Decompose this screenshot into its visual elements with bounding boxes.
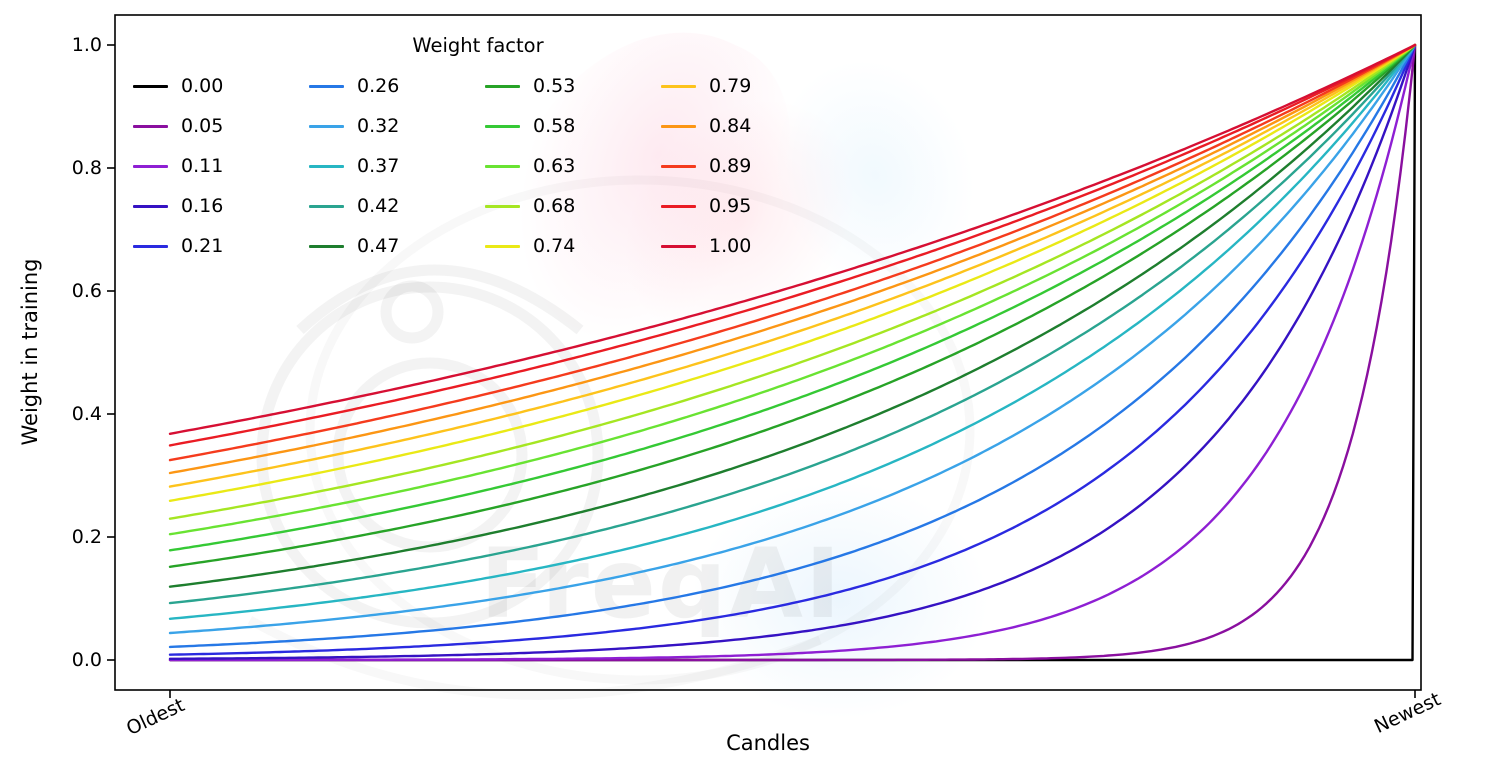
curve-factor-0.53 xyxy=(168,43,1417,568)
legend-item: 0.95 xyxy=(653,195,829,217)
legend-line-swatch xyxy=(661,164,696,168)
legend-item: 0.21 xyxy=(125,235,301,257)
curve-factor-1.00 xyxy=(168,43,1417,435)
legend-label: 0.95 xyxy=(709,195,752,217)
legend-line-swatch xyxy=(309,204,344,208)
legend-line-swatch xyxy=(485,164,520,168)
legend-line-swatch xyxy=(661,124,696,128)
legend-line-swatch xyxy=(309,244,344,248)
legend-line-swatch xyxy=(133,204,168,208)
legend-item: 0.32 xyxy=(301,115,477,137)
legend-line-swatch xyxy=(309,84,344,88)
legend-line-swatch xyxy=(661,244,696,248)
legend-label: 0.16 xyxy=(181,195,224,217)
curve-factor-0.16 xyxy=(168,43,1417,660)
legend-label: 0.26 xyxy=(357,75,400,97)
legend-item: 0.74 xyxy=(477,235,653,257)
curve-factor-0.84 xyxy=(168,43,1417,475)
legend-label: 0.68 xyxy=(533,195,576,217)
legend-label: 0.58 xyxy=(533,115,576,137)
curve-factor-0.21 xyxy=(168,43,1417,656)
y-tick-label: 0.6 xyxy=(71,280,102,302)
legend-item: 0.26 xyxy=(301,75,477,97)
curve-factor-0.63 xyxy=(168,43,1417,536)
legend-line-swatch xyxy=(133,84,168,88)
legend-label: 0.00 xyxy=(181,75,224,97)
legend-line-swatch xyxy=(661,84,696,88)
legend-item: 0.16 xyxy=(125,195,301,217)
y-tick-label: 0.0 xyxy=(71,649,102,671)
legend-item: 0.84 xyxy=(653,115,829,137)
legend-label: 0.79 xyxy=(709,75,752,97)
curve-factor-0.79 xyxy=(168,43,1417,488)
legend-label: 0.11 xyxy=(181,155,224,177)
legend-label: 0.47 xyxy=(357,235,400,257)
legend-item: 0.37 xyxy=(301,155,477,177)
curve-factor-0.89 xyxy=(168,43,1417,462)
y-tick-label: 0.2 xyxy=(71,526,102,548)
legend-line-swatch xyxy=(133,164,168,168)
legend-line-swatch xyxy=(133,244,168,248)
legend-label: 0.05 xyxy=(181,115,224,137)
legend-line-swatch xyxy=(133,124,168,128)
curve-factor-0.32 xyxy=(168,43,1417,635)
legend-item: 0.42 xyxy=(301,195,477,217)
legend-label: 1.00 xyxy=(709,235,752,257)
legend-item: 0.58 xyxy=(477,115,653,137)
legend-item: 0.89 xyxy=(653,155,829,177)
legend-label: 0.63 xyxy=(533,155,576,177)
legend-label: 0.74 xyxy=(533,235,576,257)
curve-factor-0.11 xyxy=(168,43,1417,662)
curve-factor-0.58 xyxy=(168,43,1417,552)
legend-grid: 0.00 0.05 0.11 0.16 0.21 0.26 0.32 0.37 0.42 0.47… xyxy=(125,66,831,266)
legend-item: 0.47 xyxy=(301,235,477,257)
legend: Weight factor 0.00 0.05 0.11 0.16 0.21 0.26 0.… xyxy=(125,34,831,266)
legend-title: Weight factor xyxy=(412,34,544,57)
legend-item: 0.00 xyxy=(125,75,301,97)
legend-label: 0.21 xyxy=(181,235,224,257)
legend-label: 0.89 xyxy=(709,155,752,177)
curve-factor-0.37 xyxy=(168,43,1417,620)
curve-factor-0.95 xyxy=(168,43,1417,447)
curve-factor-0.47 xyxy=(168,43,1417,588)
legend-label: 0.53 xyxy=(533,75,576,97)
legend-label: 0.42 xyxy=(357,195,400,217)
legend-item: 0.68 xyxy=(477,195,653,217)
legend-item: 0.63 xyxy=(477,155,653,177)
legend-item: 0.05 xyxy=(125,115,301,137)
curve-factor-0.26 xyxy=(168,43,1417,649)
legend-label: 0.84 xyxy=(709,115,752,137)
legend-item: 1.00 xyxy=(653,235,829,257)
legend-line-swatch xyxy=(485,204,520,208)
legend-item: 0.79 xyxy=(653,75,829,97)
legend-line-swatch xyxy=(485,244,520,248)
curve-factor-0.74 xyxy=(168,43,1417,502)
curve-factor-0.68 xyxy=(168,43,1417,520)
y-tick-label: 1.0 xyxy=(71,34,102,56)
legend-line-swatch xyxy=(485,84,520,88)
axes-frame xyxy=(114,14,1422,691)
y-axis-label: Weight in training xyxy=(18,258,42,446)
legend-label: 0.32 xyxy=(357,115,400,137)
legend-line-swatch xyxy=(485,124,520,128)
legend-line-swatch xyxy=(661,204,696,208)
legend-item: 0.53 xyxy=(477,75,653,97)
x-axis-label: Candles xyxy=(726,731,810,755)
legend-line-swatch xyxy=(309,124,344,128)
y-tick-label: 0.8 xyxy=(71,157,102,179)
curve-factor-0.42 xyxy=(168,43,1417,605)
legend-item: 0.11 xyxy=(125,155,301,177)
legend-line-swatch xyxy=(309,164,344,168)
y-tick-label: 0.4 xyxy=(71,403,102,425)
legend-label: 0.37 xyxy=(357,155,400,177)
